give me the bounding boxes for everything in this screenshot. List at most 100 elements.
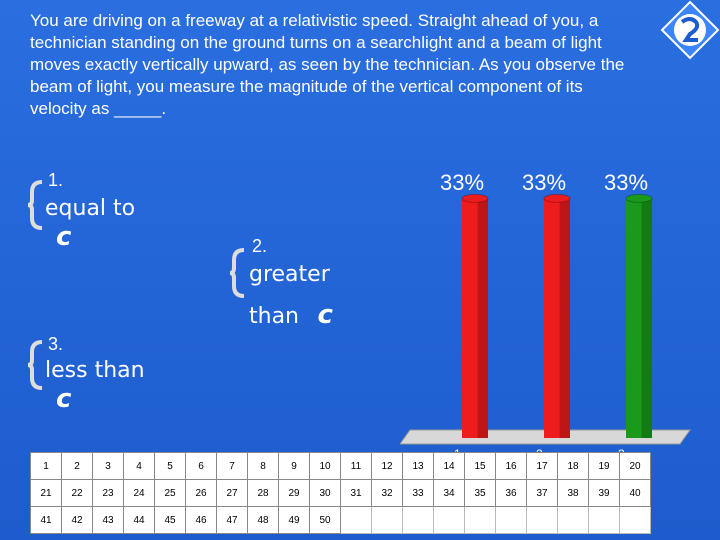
grid-cell: 40: [619, 479, 651, 507]
grid-cell: 26: [185, 479, 217, 507]
grid-cell: 22: [61, 479, 93, 507]
option-3[interactable]: 3.: [48, 334, 63, 355]
option-2-text-line2: than: [249, 304, 299, 329]
grid-cell: 19: [588, 452, 620, 480]
grid-cell-empty: [402, 506, 434, 534]
grid-cell-empty: [619, 506, 651, 534]
grid-row: 21 22 23 24 25 26 27 28 29 30 31 32 33 34 35 36 37 38 39 40: [30, 479, 651, 507]
grid-row: 41 42 43 44 45 46 47 48 49 50: [30, 506, 651, 534]
grid-cell: 12: [371, 452, 403, 480]
bar-body-3: [626, 198, 652, 438]
option-1-symbol: c: [56, 222, 72, 252]
grid-row: 1 2 3 4 5 6 7 8 9 10 11 12 13 14 15 16 17 18 19 20: [30, 452, 651, 480]
grid-cell: 24: [123, 479, 155, 507]
option-1-text: equal to: [45, 196, 136, 221]
bar-body-1: [462, 198, 488, 438]
grid-cell: 45: [154, 506, 186, 534]
grid-cell: 48: [247, 506, 279, 534]
grid-cell-empty: [557, 506, 589, 534]
option-2-text-line1: greater: [249, 262, 330, 287]
grid-cell: 18: [557, 452, 589, 480]
grid-cell: 46: [185, 506, 217, 534]
bar-top-2: [543, 193, 571, 203]
option-2-symbol: c: [317, 300, 333, 330]
grid-cell: 17: [526, 452, 558, 480]
grid-cell: 11: [340, 452, 372, 480]
option-1-number: 1.: [48, 170, 64, 190]
option-3-text: less than: [45, 358, 145, 383]
grid-cell: 1: [30, 452, 62, 480]
grid-cell: 31: [340, 479, 372, 507]
grid-cell: 23: [92, 479, 124, 507]
option-1[interactable]: 1.: [48, 170, 63, 191]
grid-cell: 32: [371, 479, 403, 507]
bar-shade-1: [477, 198, 488, 438]
bar-1: [461, 193, 489, 438]
grid-cell: 14: [433, 452, 465, 480]
grid-cell: 16: [495, 452, 527, 480]
option-3-brace-icon: [28, 340, 43, 390]
response-bar-chart: 123: [400, 193, 691, 460]
grid-cell-empty: [433, 506, 465, 534]
grid-cell: 43: [92, 506, 124, 534]
bar-shade-2: [559, 198, 570, 438]
grid-cell: 13: [402, 452, 434, 480]
grid-cell: 28: [247, 479, 279, 507]
grid-cell: 30: [309, 479, 341, 507]
grid-cell: 8: [247, 452, 279, 480]
grid-cell: 35: [464, 479, 496, 507]
bar-2-value-label: 33%: [522, 170, 567, 195]
bar-1-value-label: 33%: [440, 170, 485, 195]
option-1-brace-icon: [28, 180, 43, 230]
grid-cell: 3: [92, 452, 124, 480]
grid-cell: 9: [278, 452, 310, 480]
grid-cell: 7: [216, 452, 248, 480]
grid-cell: 15: [464, 452, 496, 480]
bar-2: [543, 193, 571, 438]
grid-cell: 33: [402, 479, 434, 507]
grid-cell-empty: [340, 506, 372, 534]
option-1-body: equal to: [45, 196, 135, 221]
option-3-symbol: c: [56, 384, 72, 414]
grid-cell-empty: [588, 506, 620, 534]
clicker-logo-icon: [660, 0, 720, 60]
grid-cell: 39: [588, 479, 620, 507]
grid-cell: 38: [557, 479, 589, 507]
option-2-brace-icon: [230, 248, 245, 298]
grid-cell: 42: [61, 506, 93, 534]
grid-cell: 21: [30, 479, 62, 507]
grid-cell-empty: [526, 506, 558, 534]
bar-top-1: [461, 193, 489, 203]
grid-cell: 36: [495, 479, 527, 507]
bar-shade-3: [641, 198, 652, 438]
grid-cell-empty: [371, 506, 403, 534]
grid-cell-empty: [464, 506, 496, 534]
grid-cell: 29: [278, 479, 310, 507]
bar-3: [625, 193, 653, 438]
response-keypad-grid: 1 2 3 4 5 6 7 8 9 10 11 12 13 14 15 16 17 18 19 20 21 22 23 24 2…: [30, 452, 651, 534]
grid-cell-empty: [495, 506, 527, 534]
grid-cell: 41: [30, 506, 62, 534]
option-2-number: 2.: [252, 236, 268, 256]
grid-cell: 34: [433, 479, 465, 507]
option-3-number: 3.: [48, 334, 64, 354]
question-text: You are driving on a freeway at a relati…: [30, 11, 625, 118]
grid-cell: 10: [309, 452, 341, 480]
grid-cell: 5: [154, 452, 186, 480]
grid-cell: 49: [278, 506, 310, 534]
grid-cell: 50: [309, 506, 341, 534]
grid-cell: 27: [216, 479, 248, 507]
grid-cell: 2: [61, 452, 93, 480]
grid-cell: 4: [123, 452, 155, 480]
grid-cell: 25: [154, 479, 186, 507]
option-2[interactable]: 2.: [252, 236, 267, 257]
bar-body-2: [544, 198, 570, 438]
grid-cell: 44: [123, 506, 155, 534]
bar-top-3: [625, 193, 653, 203]
grid-cell: 37: [526, 479, 558, 507]
grid-cell: 6: [185, 452, 217, 480]
bar-3-value-label: 33%: [604, 170, 649, 195]
grid-cell: 20: [619, 452, 651, 480]
grid-cell: 47: [216, 506, 248, 534]
